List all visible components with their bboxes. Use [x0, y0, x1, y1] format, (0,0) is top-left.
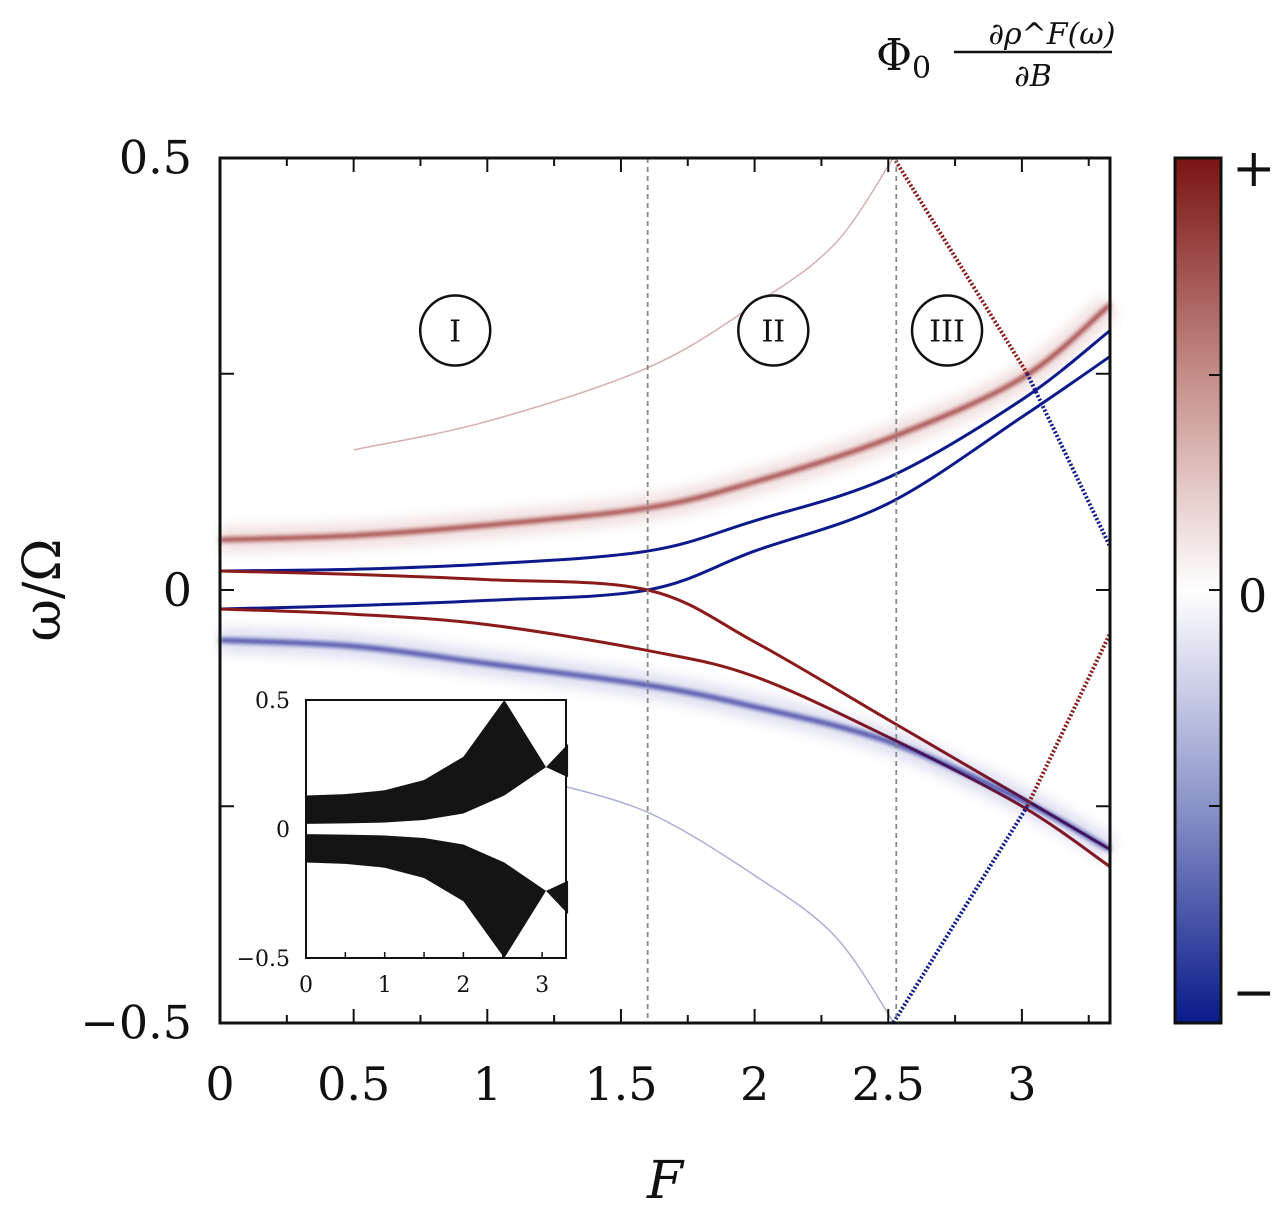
region-circle [910, 294, 984, 367]
colorbar-title: Φ 0 ∂ρ^F(ω) ∂B [876, 17, 1115, 94]
series-layer [219, 156, 1119, 1024]
x-tick-label: 3 [1007, 1057, 1036, 1111]
inset-x-tick-label: 1 [378, 973, 392, 998]
inset-frame [305, 699, 567, 959]
x-tick-label: 0.5 [317, 1057, 390, 1111]
inset-ticks: 0 1 2 3 −0.5 0 0.5 [237, 689, 550, 998]
x-axis-label: F [646, 1151, 685, 1207]
region-circle [737, 294, 810, 367]
colorbar-label-plus: + [1232, 139, 1276, 199]
y-axis-label: ω/Ω [13, 538, 73, 641]
main-plot: I II III 0 0.5 1 1.5 2 2.5 3−0.500.5 F ω/Ω [13, 131, 1119, 1207]
inset-plot: 0 1 2 3 −0.5 0 0.5 [237, 689, 569, 998]
series-band-7 [219, 638, 1112, 852]
y-tick-label: 0 [163, 563, 192, 617]
colorbar: + 0 − Φ 0 ∂ρ^F(ω) ∂B [876, 17, 1276, 1025]
inset-band-1 [306, 834, 569, 958]
colorbar-label-minus: − [1232, 963, 1276, 1023]
inset-x-tick-label: 2 [456, 973, 470, 998]
inset-y-tick-label: −0.5 [237, 947, 290, 972]
inset-y-tick-label: 0.5 [255, 689, 290, 714]
colorbar-label-zero: 0 [1238, 569, 1267, 623]
series-line-3 [219, 329, 1112, 573]
inset-band-0 [306, 700, 569, 824]
series-dotted-10 [891, 805, 1029, 1024]
x-tick-label: 0 [205, 1057, 234, 1111]
inset-x-tick-label: 3 [535, 973, 549, 998]
colorbar-title-numerator: ∂ρ^F(ω) [989, 17, 1116, 52]
region-label-III: III [929, 315, 965, 350]
colorbar-title-phi: Φ [876, 30, 912, 81]
series-faint-1 [540, 779, 895, 1023]
inset-y-tick-label: 0 [276, 818, 290, 843]
series-faint-0 [353, 157, 895, 451]
colorbar-title-denominator: ∂B [1014, 59, 1052, 94]
x-tick-label: 1.5 [584, 1057, 657, 1111]
y-tick-label: 0.5 [119, 131, 192, 185]
series-dotted-11 [1025, 632, 1112, 808]
axis-ticks: 0 0.5 1 1.5 2 2.5 3−0.500.5 [80, 131, 1110, 1111]
series-dotted-8 [891, 156, 1029, 375]
colorbar-title-sub: 0 [912, 51, 931, 86]
region-circle [418, 294, 492, 367]
x-tick-label: 2.5 [852, 1057, 925, 1111]
y-tick-label: −0.5 [80, 996, 192, 1050]
inset-x-tick-label: 0 [299, 973, 313, 998]
x-tick-label: 2 [740, 1057, 769, 1111]
series-line-4 [219, 355, 1111, 611]
series-dotted-9 [1025, 372, 1112, 548]
x-tick-label: 1 [473, 1057, 502, 1111]
inset-bands [306, 700, 569, 958]
series-band-2 [219, 303, 1112, 542]
region-labels: I II III [418, 294, 984, 367]
region-label-I: I [449, 315, 461, 350]
region-label-II: II [761, 315, 785, 350]
vertical-dashed-lines [646, 158, 898, 1023]
